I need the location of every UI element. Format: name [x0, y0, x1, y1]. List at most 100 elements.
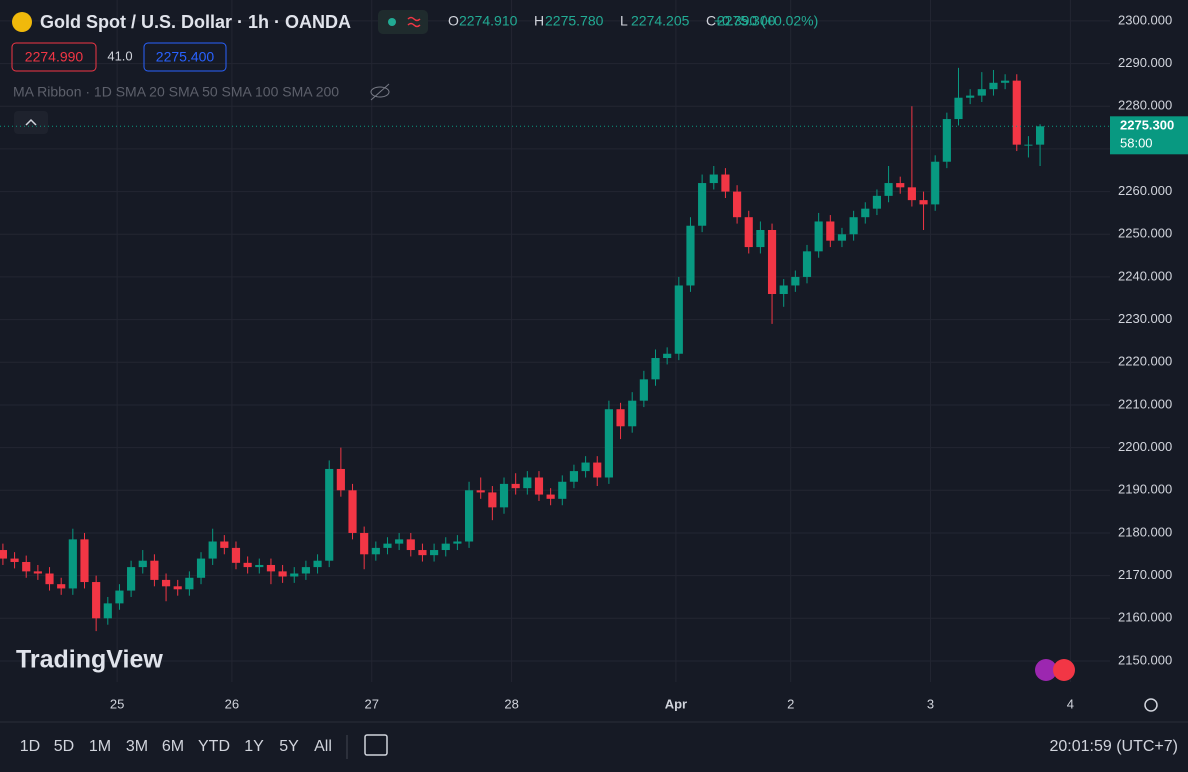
candle-body	[814, 221, 823, 252]
clock: 20:01:59 (UTC+7)	[1049, 738, 1178, 755]
range-button[interactable]: 1Y	[244, 738, 264, 755]
ohlc-value: 2274.205	[631, 13, 690, 29]
candle-body	[604, 409, 613, 478]
range-button[interactable]: 5Y	[279, 738, 299, 755]
candle-body	[313, 560, 322, 568]
candle-body	[208, 541, 217, 559]
candle-body	[499, 483, 509, 508]
hide-icon[interactable]	[370, 83, 390, 101]
range-button[interactable]: 6M	[162, 738, 184, 755]
candle-body	[45, 573, 54, 585]
candle-body	[371, 547, 380, 555]
candle-body	[266, 564, 276, 572]
event-flag[interactable]	[1035, 659, 1057, 681]
candle-body	[22, 561, 31, 572]
symbol-logo	[12, 12, 32, 32]
candle-body	[628, 400, 637, 427]
y-tick-label: 2240.000	[1118, 268, 1172, 283]
candle-body	[1001, 80, 1010, 83]
ask: 2275.400	[156, 49, 215, 65]
range-button[interactable]: 1D	[20, 738, 40, 755]
candle-body	[115, 590, 124, 604]
candle-body	[185, 577, 194, 590]
candle-body	[395, 539, 404, 544]
y-tick-label: 2150.000	[1118, 652, 1172, 667]
candle-body	[872, 195, 882, 209]
candle-body	[301, 567, 310, 574]
candle-body	[255, 564, 264, 568]
candle-body	[33, 571, 42, 574]
y-tick-label: 2260.000	[1118, 183, 1172, 198]
candle-body	[639, 379, 648, 401]
y-tick-label: 2300.000	[1118, 12, 1172, 27]
candle-body	[1012, 80, 1021, 145]
candle-body	[10, 558, 19, 562]
range-button[interactable]: 5D	[54, 738, 74, 755]
y-tick-label: 2190.000	[1118, 482, 1172, 497]
ohlc-value: 2274.910	[459, 13, 518, 29]
candle-body	[651, 358, 660, 380]
range-button[interactable]: YTD	[198, 738, 230, 755]
y-tick-label: 2170.000	[1118, 567, 1172, 582]
candle-body	[441, 543, 450, 551]
ohlc-value: 2275.300	[717, 13, 776, 29]
collapse-button[interactable]	[14, 111, 48, 134]
candle-body	[360, 532, 369, 555]
candle-body	[383, 543, 392, 548]
y-tick-label: 2230.000	[1118, 311, 1172, 326]
x-tick-label: 25	[110, 696, 124, 711]
ohlc-value: 2275.780	[545, 13, 604, 29]
date-range-icon[interactable]	[364, 734, 388, 756]
candle-body	[593, 462, 602, 478]
candle-body	[150, 560, 159, 580]
candle-body	[977, 89, 986, 96]
candle-body	[779, 285, 788, 295]
market-status[interactable]	[378, 10, 428, 34]
candle-body	[721, 174, 730, 192]
candle-body	[849, 217, 858, 235]
candle-body	[196, 558, 206, 578]
ohlc-key: O	[448, 13, 459, 29]
watermark: TradingView	[16, 646, 163, 674]
candle-body	[325, 468, 334, 561]
x-tick-label: 4	[1067, 696, 1074, 711]
x-tick-label: Apr	[665, 696, 687, 711]
ohlc-key: H	[534, 13, 544, 29]
candle-body	[231, 547, 241, 563]
range-button[interactable]: All	[314, 738, 332, 755]
range-button[interactable]: 1M	[89, 738, 111, 755]
candle-body	[791, 276, 800, 286]
sell-button[interactable]	[11, 42, 97, 72]
event-flag[interactable]	[1053, 659, 1075, 681]
candle-body	[348, 490, 357, 533]
candle-body	[942, 119, 951, 162]
candle-body	[581, 462, 590, 472]
x-tick-label: 27	[365, 696, 379, 711]
status-dot	[388, 18, 396, 26]
ohlc-key: C	[706, 13, 716, 29]
candle-body	[896, 183, 905, 188]
x-tick-label: 3	[927, 696, 934, 711]
range-button[interactable]: 3M	[126, 738, 148, 755]
candle-body	[989, 82, 998, 90]
buy-button[interactable]	[143, 42, 227, 72]
candle-body	[92, 582, 101, 619]
candle-body	[767, 229, 777, 295]
candle-body	[569, 471, 579, 482]
x-tick-label: 26	[225, 696, 239, 711]
candle-body	[663, 353, 672, 359]
eye-slash	[370, 83, 390, 101]
candle-body	[954, 97, 963, 120]
y-tick-label: 2220.000	[1118, 354, 1172, 369]
candle-body	[406, 539, 415, 551]
candle-body	[220, 541, 229, 548]
candle-body	[698, 183, 707, 226]
candle-body	[919, 200, 928, 205]
settings-icon[interactable]	[1144, 698, 1158, 712]
candle-body	[476, 490, 485, 493]
candle-body	[686, 225, 695, 286]
candle-body	[756, 229, 765, 248]
candle-body	[546, 494, 555, 499]
candle-body	[418, 550, 427, 556]
